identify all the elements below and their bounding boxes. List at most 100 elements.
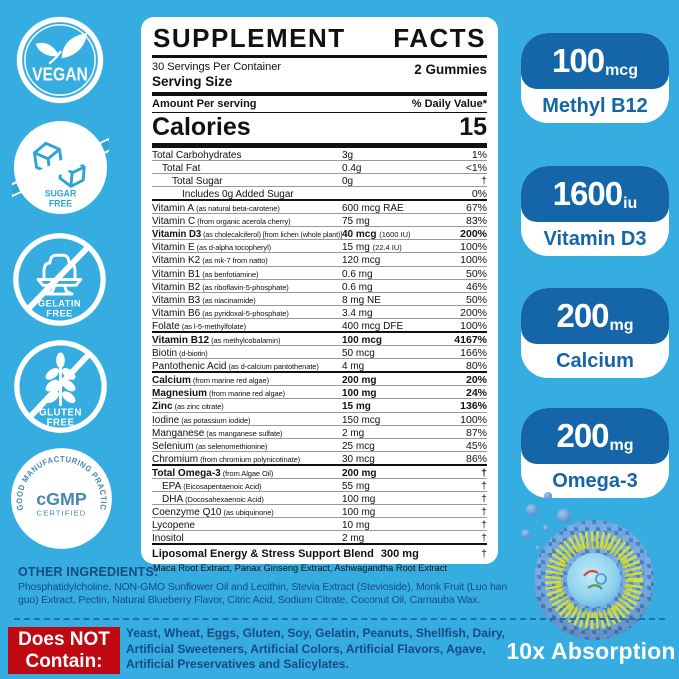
table-row: Vitamin B1 (as benfotiamine) 0.6 mg 50% [152,265,487,280]
servings-block: 30 Servings Per Container Serving Size 2… [152,58,487,96]
nutrient-name: Vitamin D3 (as cholecalciferol) [from lic… [152,229,343,241]
callout-calcium: 200 mg Calcium [521,288,669,378]
gelatin-free-label-line1: GELATIN [38,299,81,309]
table-row: Vitamin B3 (as niacinamide) 8 mg NE 50% [152,291,487,306]
panel-title-word2: FACTS [393,23,486,53]
amount-header: Amount Per serving [152,97,257,110]
nutrient-name: Vitamin B2 (as riboflavin-5-phosphate) [152,281,289,293]
nutrient-daily-value: † [481,506,487,519]
leaf-icon [35,42,60,57]
absorption-label: 10x Absorption [506,638,676,664]
wheat-icon [45,352,76,406]
nutrient-name: Vitamin B12 (as methylcobalamin) [152,335,281,346]
callout-omega-3: 200 mg Omega-3 [521,408,669,498]
nutrient-name: Vitamin K2 (as mk-7 from natto) [152,255,268,267]
table-row: Vitamin B2 (as riboflavin-5-phosphate) 0.… [152,278,487,293]
table-row: Manganese (as manganese sulfate) 2 mg 87% [152,424,487,439]
nutrient-daily-value: <1% [465,161,487,174]
callout-value-area: 200 mg [521,288,669,344]
vegan-badge-label: VEGAN [32,65,88,86]
nutrient-amount: 100 mg [342,494,376,506]
table-row: Calcium (from marine red algae) 200 mg 20… [152,371,487,387]
nutrient-amount [342,189,441,201]
table-row: Vitamin A (as natural beta-carotene) 600 … [152,199,487,214]
nutrient-daily-value: 100% [460,241,487,254]
nutrient-amount: 0.6 mg [342,281,373,293]
supplement-facts-panel: SUPPLEMENT FACTS 30 Servings Per Contain… [141,17,498,573]
nutrient-daily-value: † [481,174,487,187]
nutrient-amount: 40 mcg (1600 IU) [342,229,411,241]
nutrient-name: Vitamin B3 (as niacinamide) [152,294,256,306]
callout-unit: iu [623,195,638,212]
does-not-contain-line2: Contain: [25,650,103,672]
gluten-free-label-line2: FREE [47,417,75,428]
nutrient-daily-value: 83% [465,215,487,228]
nutrient-amount: 15 mg [342,401,371,413]
servings-per-container: 30 Servings Per Container [152,60,282,73]
callout-value: 100 [552,42,605,79]
nutrient-name: Chromium (from chromium polynicotinate) [152,453,301,465]
nutrient-amount: 8 mg NE [342,294,381,306]
nutrient-daily-value: 4167% [454,334,487,346]
table-row: Vitamin B12 (as methylcobalamin) 100 mcg … [152,331,487,346]
nutrient-name: Coenzyme Q10 (as ubiquinone) [152,507,274,519]
blend-ingredients: Maca Root Extract, Panax Ginseng Extract… [153,562,448,573]
panel-title-word1: SUPPLEMENT [153,23,346,53]
nutrient-daily-value: 50% [465,267,487,280]
nutrient-amount: 25 mcg [342,440,375,452]
nutrient-name: Magnesium (from marine red algae) [152,388,286,400]
nutrient-daily-value: † [481,532,487,545]
table-row: Chromium (from chromium polynicotinate) 3… [152,450,487,465]
gluten-free-label-line1: GLUTEN [39,408,82,419]
liposome-sphere-icon [534,520,654,640]
gelatin-free-badge-icon: GELATIN FREE [13,233,106,326]
table-row: Vitamin D3 (as cholecalciferol) [from lic… [152,226,487,241]
table-row: Biotin (d-biotin) 50 mcg 166% [152,345,487,360]
nutrient-daily-value: 50% [465,293,487,306]
nutrient-name: Vitamin E (as d-alpha tocopheryl) [152,242,272,254]
nutrient-daily-value: 87% [465,426,487,439]
nutrient-daily-value: 100% [460,254,487,267]
slash-icon [12,136,109,199]
blend-name: Liposomal Energy & Stress Support Blend [152,547,374,560]
callout-label: Omega-3 [552,469,638,492]
table-row: Folate (as l-5-methylfolate) 400 mcg DFE … [152,317,487,332]
nutrient-amount: 400 mcg DFE [342,320,404,332]
calories-label: Calories [152,112,251,141]
liposome-illustration [521,492,654,640]
nutrient-daily-value: 200% [460,228,487,241]
table-row: Vitamin K2 (as mk-7 from natto) 120 mcg 1… [152,252,487,267]
sugar-free-label-line2: FREE [49,198,72,208]
nutrient-daily-value: 86% [465,452,487,465]
nutrient-name: Lycopene [152,520,195,532]
callout-value: 1600 [552,175,623,212]
jelly-icon [36,253,83,296]
nutrient-daily-value: 100% [460,413,487,426]
nutrient-amount: 10 mg [342,520,370,532]
nutrient-amount: 55 mg [342,481,370,493]
vegan-badge-icon: VEGAN [16,16,104,104]
nutrient-amount: 2 mg [342,427,365,439]
nutrient-daily-value: 46% [465,280,487,293]
callout-value-area: 100 mcg [521,33,669,89]
nutrient-amount: 0.4g [342,162,362,174]
table-row: Iodine (as potassium iodide) 150 mcg 100% [152,411,487,426]
table-row: Zinc (as zinc citrate) 15 mg 136% [152,398,487,413]
table-row: Total Carbohydrates 3g 1% [152,148,487,161]
nutrient-name: Total Sugar [172,175,223,187]
callout-value: 200 [556,297,609,334]
nutrient-amount: 50 mcg [342,348,375,360]
nutrient-daily-value: 136% [460,400,487,413]
callout-vitamin-d3: 1600 iu Vitamin D3 [521,166,669,256]
table-row: Includes 0g Added Sugar 0% [152,185,487,201]
nutrient-amount: 100 mg [342,388,377,400]
leaf-icon [61,33,87,59]
nutrient-daily-value: 0% [471,187,487,200]
nutrient-daily-value: 45% [465,439,487,452]
nutrient-name: DHA (Docosahexaenoic Acid) [162,494,264,506]
nutrient-amount: 200 mg [342,375,377,387]
callout-unit: mg [609,437,634,454]
table-row: Total Sugar 0g † [152,172,487,187]
nutrient-daily-value: † [481,480,487,493]
does-not-contain-text: Yeast, Wheat, Eggs, Gluten, Soy, Gelatin… [126,626,505,672]
